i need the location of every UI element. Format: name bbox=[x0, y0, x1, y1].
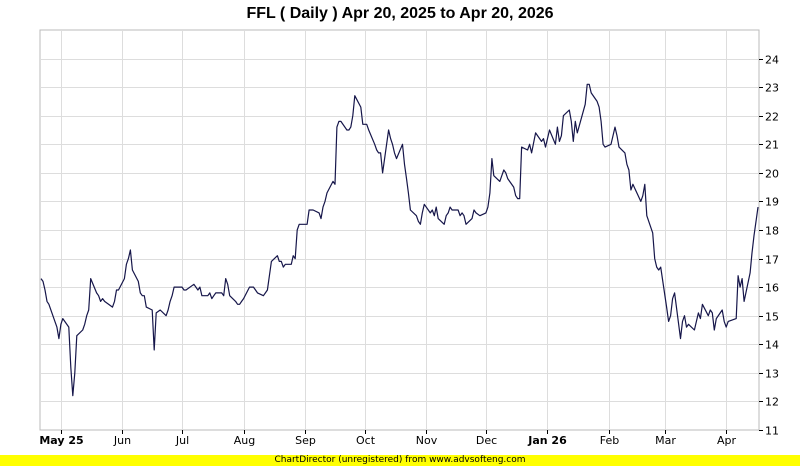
x-tick-label: Sep bbox=[295, 434, 316, 447]
x-tick-label: May 25 bbox=[39, 434, 83, 447]
y-tick-label: 20 bbox=[765, 168, 779, 181]
y-tick-label: 24 bbox=[765, 54, 779, 67]
y-tick-label: 17 bbox=[765, 254, 779, 267]
y-tick-label: 22 bbox=[765, 111, 779, 124]
x-tick-label: Apr bbox=[717, 434, 737, 447]
x-tick-label: Dec bbox=[476, 434, 497, 447]
price-line bbox=[40, 83, 759, 397]
x-tick-label: Oct bbox=[356, 434, 376, 447]
x-tick-label: Aug bbox=[234, 434, 255, 447]
y-tick-label: 18 bbox=[765, 225, 779, 238]
x-tick-label: Nov bbox=[416, 434, 438, 447]
y-tick-label: 14 bbox=[765, 339, 779, 352]
x-tick-label: Jun bbox=[113, 434, 131, 447]
y-tick-label: 16 bbox=[765, 282, 779, 295]
y-tick-label: 12 bbox=[765, 396, 779, 409]
y-tick-label: 13 bbox=[765, 368, 779, 381]
y-tick-label: 21 bbox=[765, 139, 779, 152]
y-tick-label: 15 bbox=[765, 311, 779, 324]
axes: 11 12 13 14 15 16 17 18 19 20 21 22 23 24 May 25 Jun Jul… bbox=[39, 54, 779, 448]
grid bbox=[40, 30, 759, 430]
chart-title: FFL ( Daily ) Apr 20, 2025 to Apr 20, 20… bbox=[246, 5, 553, 22]
y-tick-label: 11 bbox=[765, 425, 779, 438]
x-tick-label: Jul bbox=[175, 434, 189, 447]
y-tick-label: 23 bbox=[765, 82, 779, 95]
x-tick-label: Jan 26 bbox=[527, 434, 567, 447]
x-tick-label: Feb bbox=[600, 434, 619, 447]
x-tick-label: Mar bbox=[655, 434, 676, 447]
y-tick-label: 19 bbox=[765, 196, 779, 209]
footer-credit: ChartDirector (unregistered) from www.ad… bbox=[0, 455, 800, 466]
